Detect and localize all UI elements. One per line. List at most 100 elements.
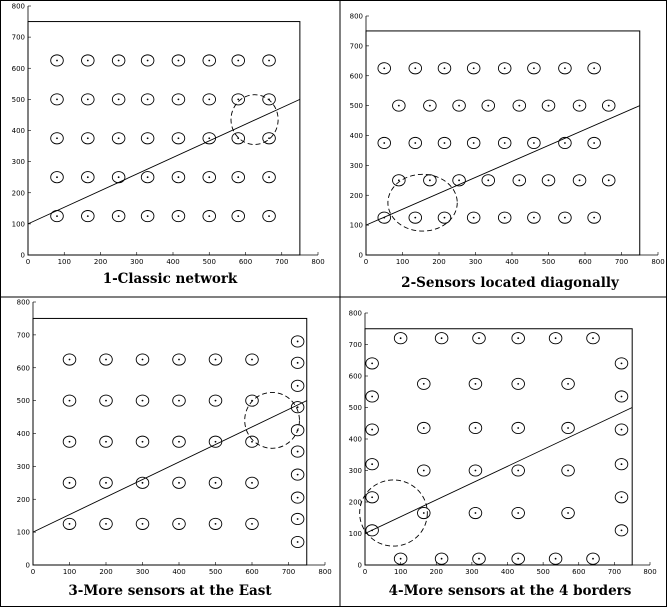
sensor-center [567,382,569,385]
sensor-center [414,216,417,219]
sensor-center [146,176,149,179]
sensor-node [437,136,452,150]
sensor-node [50,171,64,184]
sensor-center [592,337,594,340]
y-tick-label: 200 [12,189,25,197]
sensor-center [592,557,594,560]
x-tick-label: 100 [396,258,409,266]
sensor-node [468,464,483,477]
sensor-center [141,358,144,361]
sensor-node [601,174,616,187]
sensor-node [468,377,483,390]
sensor-node [365,357,379,370]
sensor-node [548,332,563,345]
sensor-center [474,382,477,385]
sensor-node [393,332,408,345]
sensor-center [567,427,569,429]
sensor-center [268,137,270,140]
sensor-center [422,382,425,385]
y-tick-label: 400 [350,132,363,140]
sensor-node [81,93,95,106]
sensor-center [208,137,211,140]
sensor-node [140,93,155,106]
sensor-node [558,136,572,150]
y-tick-label: 800 [350,13,363,21]
sensor-center [177,215,180,217]
sensor-center [208,98,211,101]
y-tick-label: 500 [349,404,362,412]
sensor-center [296,496,299,499]
sensor-node [99,353,113,366]
x-tick-label: 500 [542,258,555,266]
x-tick-label: 100 [63,568,76,576]
sensor-node [452,174,466,187]
y-tick-label: 700 [349,341,362,349]
sensor-node [140,132,155,145]
sensor-node [231,93,245,106]
event-zone-circle [230,94,279,145]
sensor-center [105,523,107,525]
sensor-center [237,176,240,179]
sensor-node [111,54,126,67]
y-tick-label: 200 [17,496,30,504]
sensor-node [614,423,629,436]
sensor-center [251,481,253,484]
sensor-center [117,137,120,140]
sensor-center [268,176,270,179]
sensor-node [290,535,305,549]
sensor-node [99,517,113,530]
y-tick-label: 300 [349,467,362,475]
sensor-node [561,421,575,435]
sensor-node [135,353,150,366]
sensor-node [140,210,155,223]
sensor-center [547,179,550,182]
sensor-node [511,332,525,345]
x-tick-label: 300 [469,258,482,266]
y-tick-label: 800 [17,299,30,307]
sensor-node [208,476,223,489]
sensor-center [487,179,490,182]
sensor-center [177,176,180,179]
sensor-center [141,399,144,402]
intruder-path-line [364,407,633,534]
x-tick-label: 300 [465,568,478,576]
sensor-center [371,362,374,365]
sensor-node [208,435,223,448]
sensor-node [512,174,527,187]
sensor-node [171,171,186,184]
sensor-node [62,435,77,448]
sensor-center [214,481,217,484]
sensor-center [56,59,58,62]
x-tick-label: 200 [432,258,445,266]
sensor-center [458,179,460,182]
sensor-node [392,99,406,112]
sensor-node [245,435,259,448]
x-tick-label: 500 [203,258,216,266]
sensor-center [86,59,89,62]
y-tick-label: 100 [17,529,30,537]
x-tick-label: 700 [608,568,621,576]
x-tick-label: 300 [130,258,143,266]
y-tick-label: 0 [26,562,30,570]
sensor-center [117,59,120,62]
sensor-node [437,62,452,75]
sensor-center [517,469,520,472]
sensor-node [417,421,431,435]
sensor-node [202,132,216,145]
x-tick-label: 500 [209,568,222,576]
sensor-center [383,142,386,144]
sensor-center [105,481,107,484]
sensor-center [268,215,270,217]
sensor-node [452,99,466,112]
sensor-node [527,62,541,75]
sensor-center [296,541,299,543]
sensor-node [208,517,223,530]
sensor-center [503,142,506,144]
x-tick-label: 800 [651,258,664,266]
sensor-node [50,210,64,223]
sensor-node [472,552,486,565]
sensor-node [245,394,259,407]
sensor-node [466,62,481,75]
x-tick-label: 200 [94,258,107,266]
